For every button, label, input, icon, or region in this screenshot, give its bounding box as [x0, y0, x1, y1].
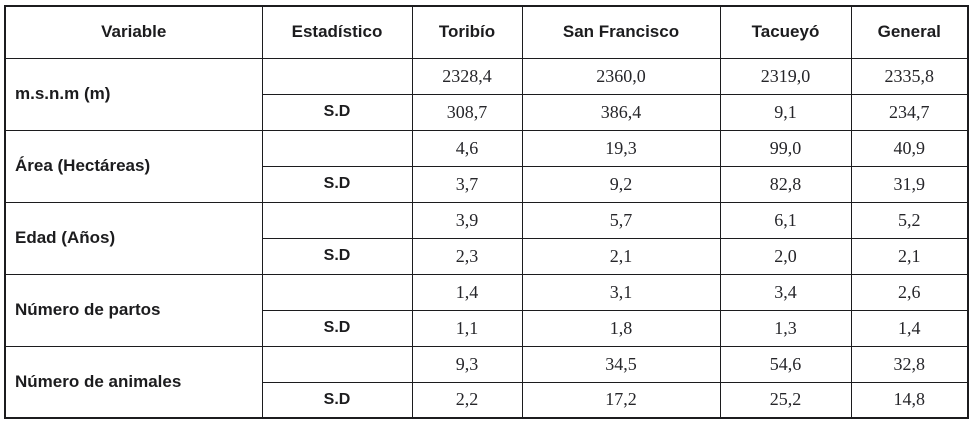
mean-value-cell: 6,1 [719, 201, 852, 239]
sd-value-cell: 1,3 [719, 309, 852, 347]
sd-value-cell: 17,2 [521, 381, 721, 419]
sd-value-cell: 2,2 [411, 381, 523, 419]
column-header-toribio: Toribío [411, 5, 523, 59]
empty-stat-cell [261, 129, 413, 167]
mean-value-cell: 2319,0 [719, 57, 852, 95]
mean-value-cell: 54,6 [719, 345, 852, 383]
table-row-sd: S.D 1,1 1,8 1,3 1,4 [5, 309, 969, 347]
table-row-mean: Número de animales 9,3 34,5 54,6 32,8 [4, 345, 969, 419]
column-header-estadistico: Estadístico [261, 5, 413, 59]
sd-value-cell: 9,2 [521, 165, 721, 203]
table-row-sd: S.D 2,3 2,1 2,0 2,1 [5, 237, 969, 275]
empty-stat-cell [261, 273, 413, 311]
variable-cell: m.s.n.m (m) [4, 57, 263, 131]
sd-value-cell: 2,3 [411, 237, 523, 275]
column-header-variable: Variable [4, 5, 263, 59]
sd-label-cell: S.D [261, 165, 413, 203]
table-row-mean: Edad (Años) 3,9 5,7 6,1 5,2 [4, 201, 969, 275]
mean-value-cell: 3,9 [411, 201, 523, 239]
column-header-tacueyo: Tacueyó [719, 5, 852, 59]
mean-value-cell: 99,0 [719, 129, 852, 167]
table-row-mean: Área (Hectáreas) 4,6 19,3 99,0 40,9 [4, 129, 969, 203]
mean-value-cell: 2328,4 [411, 57, 523, 95]
sd-value-cell: 1,1 [411, 309, 523, 347]
mean-value-cell: 3,4 [719, 273, 852, 311]
sd-label-cell: S.D [261, 93, 413, 131]
empty-stat-cell [261, 345, 413, 383]
mean-value-cell: 4,6 [411, 129, 523, 167]
sd-value-cell: 25,2 [719, 381, 852, 419]
sd-label-cell: S.D [261, 381, 413, 419]
table-row-mean: Número de partos 1,4 3,1 3,4 2,6 [4, 273, 969, 347]
sd-label-cell: S.D [261, 237, 413, 275]
table-row-sd: S.D 2,2 17,2 25,2 14,8 [5, 381, 969, 419]
sd-value-cell: 1,8 [521, 309, 721, 347]
mean-value-cell: 9,3 [411, 345, 523, 383]
mean-value-cell: 34,5 [521, 345, 721, 383]
mean-value-cell: 19,3 [521, 129, 721, 167]
table-row-mean: m.s.n.m (m) 2328,4 2360,0 2319,0 2335,8 [4, 57, 969, 131]
variable-cell: Área (Hectáreas) [4, 129, 263, 203]
sd-value-cell: 386,4 [521, 93, 721, 131]
empty-stat-cell [261, 57, 413, 95]
header-row: Variable Estadístico Toribío San Francis… [4, 5, 969, 59]
mean-value-cell: 32,8 [850, 345, 969, 383]
sd-value-cell: 2,0 [719, 237, 852, 275]
sd-value-cell: 308,7 [411, 93, 523, 131]
mean-value-cell: 3,1 [521, 273, 721, 311]
mean-value-cell: 5,2 [850, 201, 969, 239]
sd-value-cell: 14,8 [850, 381, 969, 419]
mean-value-cell: 2,6 [850, 273, 969, 311]
mean-value-cell: 2360,0 [521, 57, 721, 95]
sd-value-cell: 2,1 [521, 237, 721, 275]
sd-label-cell: S.D [261, 309, 413, 347]
sd-value-cell: 1,4 [850, 309, 969, 347]
mean-value-cell: 1,4 [411, 273, 523, 311]
column-header-general: General [850, 5, 969, 59]
sd-value-cell: 31,9 [850, 165, 969, 203]
mean-value-cell: 40,9 [850, 129, 969, 167]
mean-value-cell: 5,7 [521, 201, 721, 239]
sd-value-cell: 82,8 [719, 165, 852, 203]
statistics-table: Variable Estadístico Toribío San Francis… [4, 5, 969, 419]
variable-cell: Edad (Años) [4, 201, 263, 275]
empty-stat-cell [261, 201, 413, 239]
mean-value-cell: 2335,8 [850, 57, 969, 95]
sd-value-cell: 9,1 [719, 93, 852, 131]
sd-value-cell: 3,7 [411, 165, 523, 203]
sd-value-cell: 234,7 [850, 93, 969, 131]
variable-cell: Número de partos [4, 273, 263, 347]
table-row-sd: S.D 308,7 386,4 9,1 234,7 [5, 93, 969, 131]
column-header-san-francisco: San Francisco [521, 5, 721, 59]
sd-value-cell: 2,1 [850, 237, 969, 275]
table-row-sd: S.D 3,7 9,2 82,8 31,9 [5, 165, 969, 203]
variable-cell: Número de animales [4, 345, 263, 419]
